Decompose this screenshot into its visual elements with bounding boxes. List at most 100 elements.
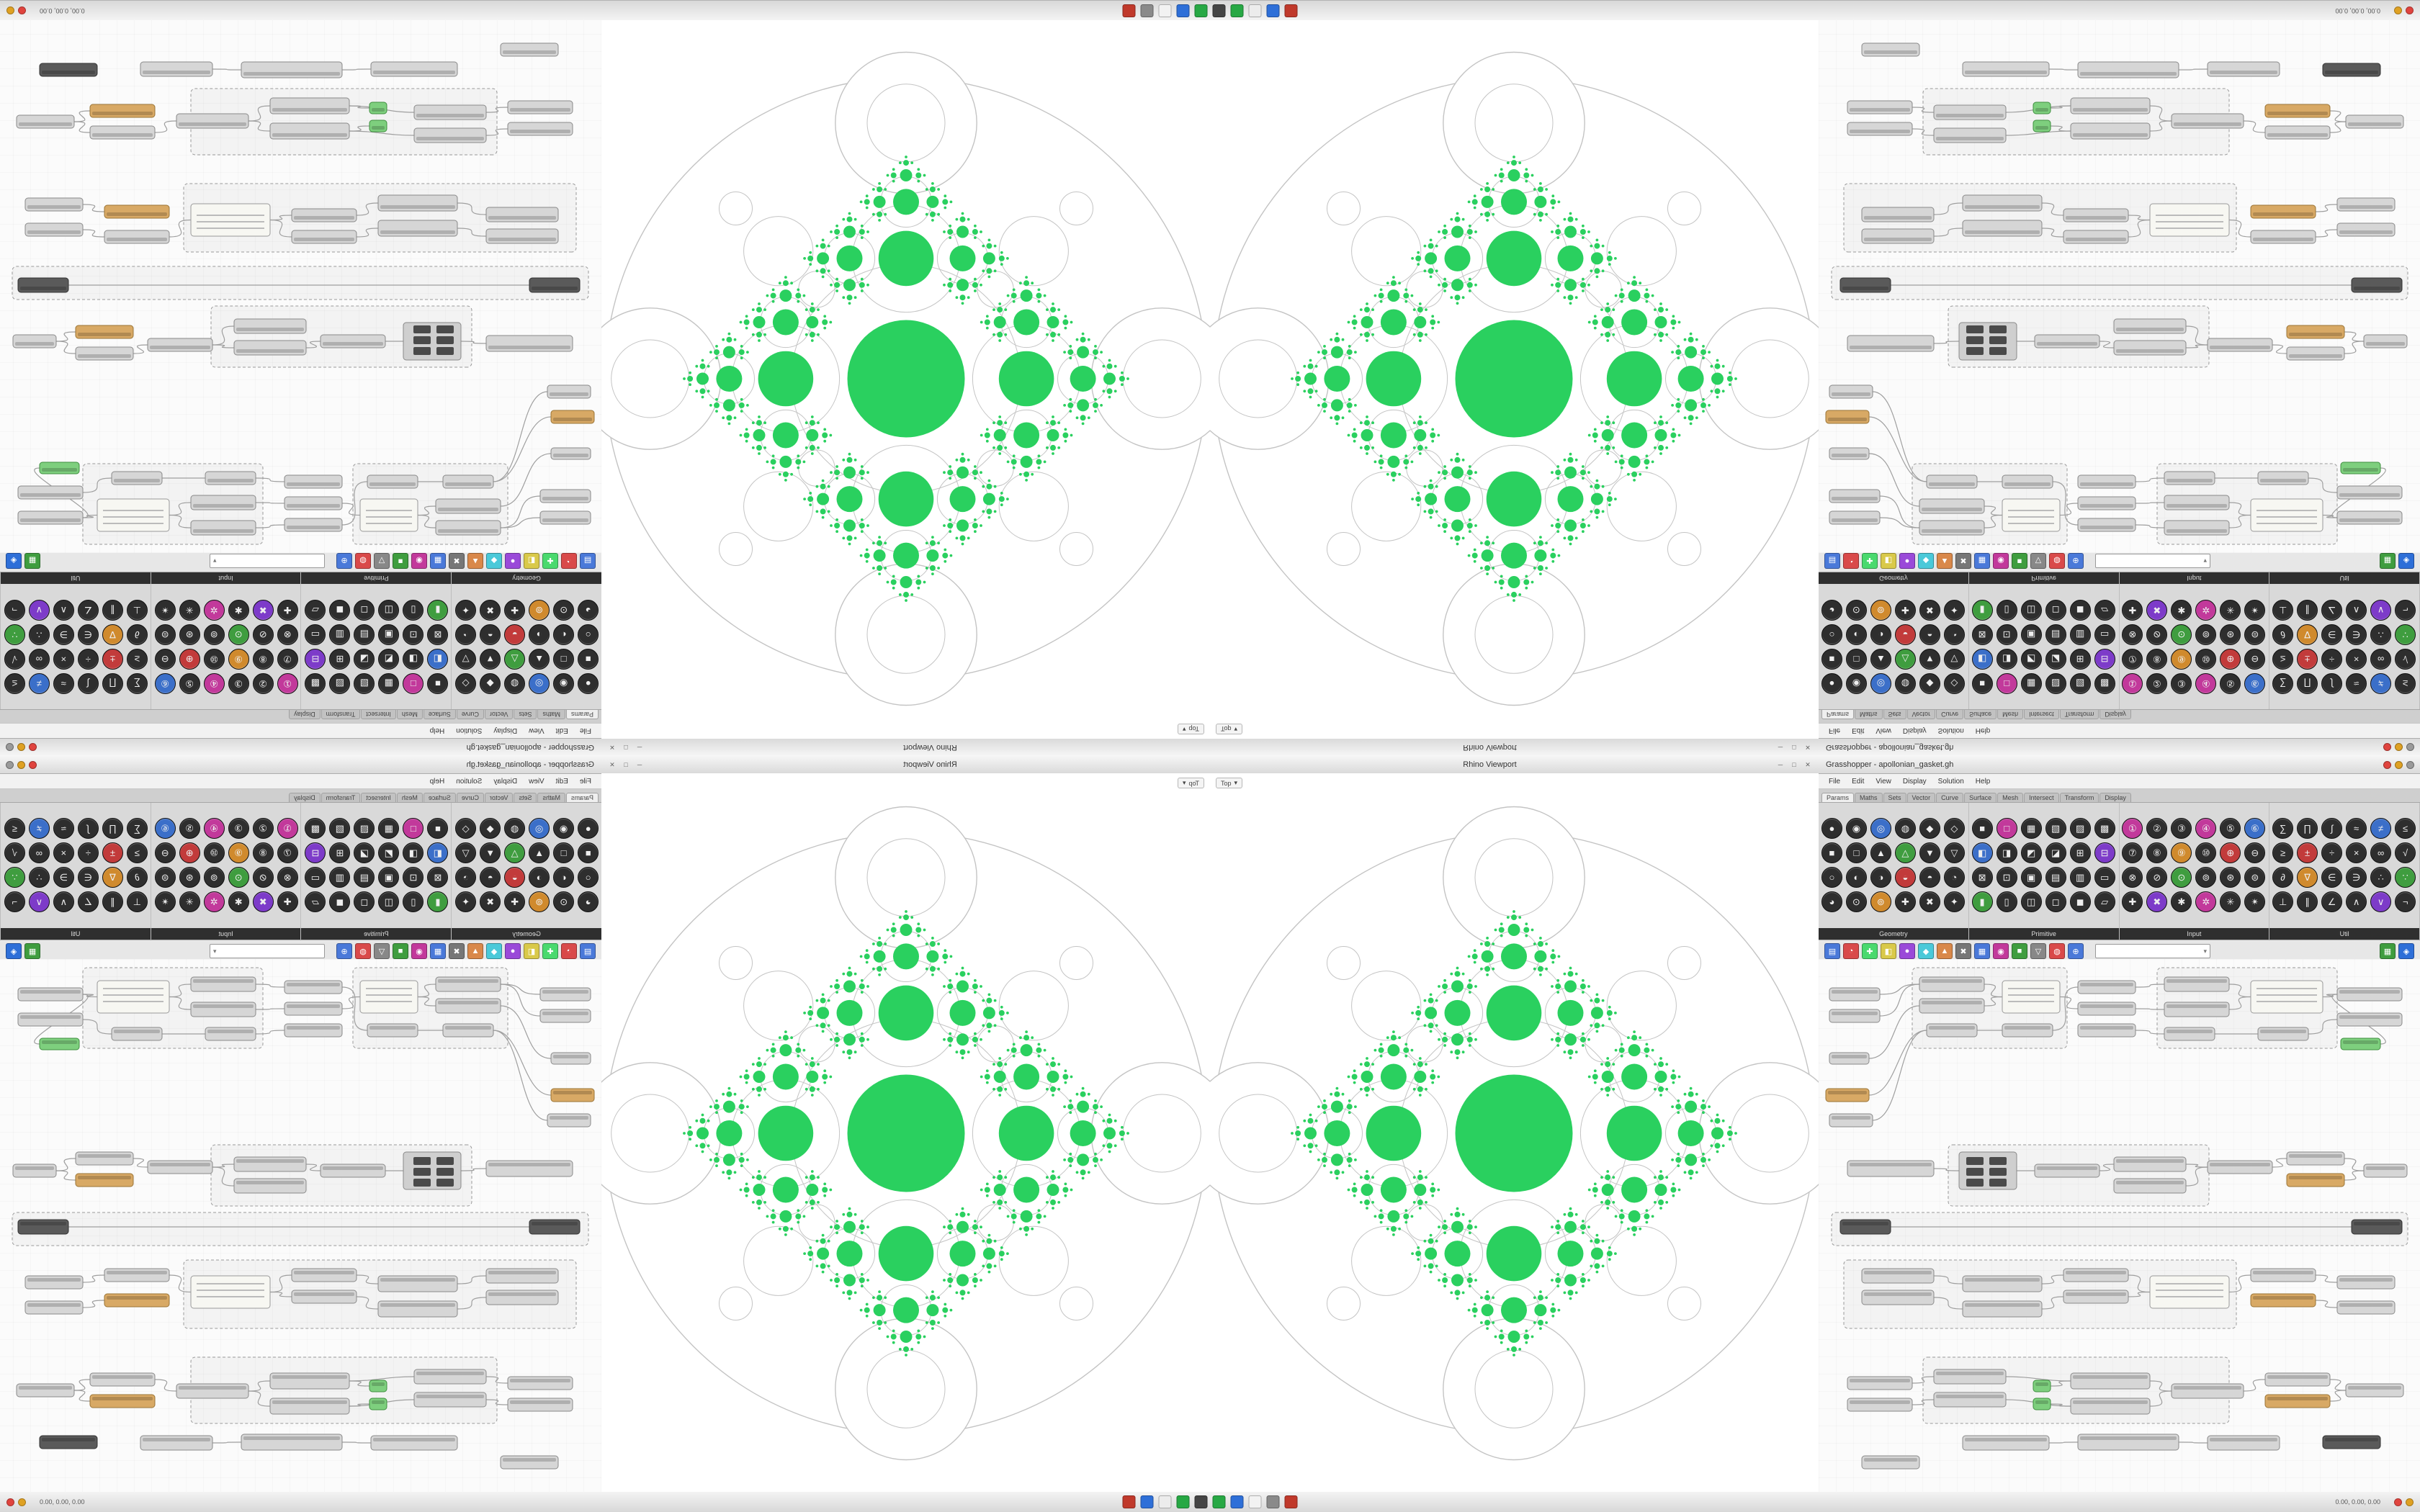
gh-node[interactable] — [1847, 335, 1935, 352]
gh-tab-display[interactable]: Display — [2099, 793, 2131, 802]
gh-toolbar-icon[interactable]: ◆ — [486, 553, 502, 569]
gh-toolbar-icon[interactable]: ▲ — [467, 943, 483, 959]
gh-component-icon[interactable]: ∨ — [28, 891, 50, 912]
gh-component-icon[interactable]: ∫ — [77, 818, 99, 839]
gh-node[interactable] — [2063, 1268, 2129, 1282]
gh-node[interactable] — [1933, 104, 2007, 120]
gh-group[interactable] — [183, 1259, 577, 1329]
gh-node[interactable] — [1861, 1290, 1935, 1305]
gh-component-icon[interactable]: ◔ — [1943, 867, 1965, 888]
gh-node[interactable] — [284, 518, 343, 532]
gh-node[interactable] — [2336, 485, 2403, 500]
gh-component-icon[interactable]: ◫ — [2020, 600, 2042, 621]
gh-component-icon[interactable]: ∴ — [2370, 867, 2392, 888]
taskbar-app-icon-10[interactable] — [1284, 1495, 1298, 1508]
taskbar-app-icon-5[interactable] — [1212, 4, 1226, 17]
gh-component-icon[interactable]: ∧ — [2346, 600, 2367, 621]
gh-menu-solution[interactable]: Solution — [456, 777, 483, 786]
gh-component-icon[interactable]: ▤ — [2045, 624, 2066, 645]
gh-node[interactable] — [89, 1394, 156, 1408]
gh-node[interactable] — [547, 1113, 591, 1128]
gh-component-icon[interactable]: ◪ — [354, 649, 375, 670]
gh-component-icon[interactable]: ⊠ — [427, 624, 449, 645]
gh-tab-mesh[interactable]: Mesh — [1997, 793, 2024, 802]
gh-node[interactable] — [97, 980, 170, 1014]
gh-menu-display[interactable]: Display — [493, 777, 518, 786]
gh-component-icon[interactable]: ○ — [1821, 624, 1842, 645]
close-icon[interactable] — [29, 760, 37, 769]
gh-menu-display[interactable]: Display — [493, 726, 518, 735]
gh-component-icon[interactable]: ③ — [228, 673, 249, 694]
gh-component-icon[interactable]: ∋ — [2346, 624, 2367, 645]
gh-component-icon[interactable]: ◇ — [1943, 673, 1965, 694]
gh-component-icon[interactable]: ⊠ — [427, 867, 449, 888]
gh-node[interactable] — [2063, 230, 2129, 244]
gh-component-icon[interactable]: ◨ — [403, 649, 424, 670]
gh-component-icon[interactable]: ≤ — [2395, 673, 2416, 694]
gh-component-icon[interactable]: ◇ — [1943, 818, 1965, 839]
gh-component-icon[interactable]: ✖ — [2146, 891, 2168, 912]
gh-component-icon[interactable]: ✚ — [277, 891, 298, 912]
gh-node[interactable] — [485, 207, 559, 222]
gh-component-icon[interactable]: ≈ — [2346, 673, 2367, 694]
gh-component-icon[interactable]: ∴ — [28, 624, 50, 645]
gh-node[interactable] — [413, 1369, 487, 1385]
gh-component-icon[interactable]: ⊜ — [2244, 867, 2266, 888]
gh-component-icon[interactable]: ◕ — [578, 600, 599, 621]
gh-component-icon[interactable]: ◎ — [529, 818, 550, 839]
gh-node[interactable] — [2077, 61, 2179, 78]
gh-component-icon[interactable]: ▣ — [2020, 624, 2042, 645]
gh-node[interactable] — [2164, 1002, 2230, 1017]
gh-component-icon[interactable]: √ — [4, 649, 25, 670]
gh-node[interactable] — [111, 1027, 163, 1041]
gh-tab-params[interactable]: Params — [565, 710, 599, 719]
gh-component-icon[interactable]: ÷ — [77, 842, 99, 863]
gh-toolbar-action-button[interactable]: ◈ — [6, 553, 22, 569]
gh-tab-surface[interactable]: Surface — [1964, 710, 1997, 719]
gh-node[interactable] — [1861, 42, 1920, 57]
gh-tab-display[interactable]: Display — [2099, 710, 2131, 719]
gh-component-icon[interactable]: ◆ — [1919, 673, 1940, 694]
gh-component-icon[interactable]: ◩ — [378, 649, 400, 670]
gh-component-icon[interactable]: ◨ — [1996, 842, 2017, 863]
gh-component-icon[interactable]: × — [2346, 842, 2367, 863]
gh-component-icon[interactable]: ◐ — [553, 624, 575, 645]
taskbar-app-icon-6[interactable] — [1194, 4, 1208, 17]
gh-component-icon[interactable]: ◼ — [2069, 891, 2091, 912]
gh-toolbar-icon[interactable]: ◉ — [1993, 553, 2009, 569]
gh-component-icon[interactable]: ▯ — [1996, 600, 2017, 621]
gh-toolbar-icon[interactable]: ■ — [393, 553, 408, 569]
gh-component-icon[interactable]: ✴ — [154, 600, 176, 621]
gh-component-icon[interactable]: ◓ — [1919, 624, 1940, 645]
gh-component-icon[interactable]: ⊛ — [2220, 624, 2241, 645]
gh-node[interactable] — [2113, 340, 2187, 356]
gh-tab-curve[interactable]: Curve — [456, 793, 484, 802]
gh-component-icon[interactable]: ∞ — [2370, 842, 2392, 863]
gh-node[interactable] — [24, 1300, 84, 1315]
gh-menu-file[interactable]: File — [579, 726, 591, 735]
gh-node[interactable] — [1861, 207, 1935, 222]
gh-node[interactable] — [190, 1002, 256, 1017]
gh-node[interactable] — [2171, 113, 2244, 129]
gh-toolbar-icon[interactable]: ◔ — [1843, 943, 1859, 959]
gh-node[interactable] — [547, 384, 591, 399]
gh-node[interactable] — [369, 120, 387, 132]
gh-component-icon[interactable]: ◫ — [378, 891, 400, 912]
gh-component-icon[interactable]: ▱ — [305, 891, 326, 912]
gh-toolbar-icon[interactable]: ◔ — [561, 553, 577, 569]
gh-menu-solution[interactable]: Solution — [456, 726, 483, 735]
close-icon[interactable] — [2383, 760, 2391, 769]
gh-menu-view[interactable]: View — [1876, 777, 1891, 786]
gh-canvas[interactable] — [1819, 959, 2420, 1492]
gh-tab-vector[interactable]: Vector — [1906, 793, 1936, 802]
gh-component-icon[interactable]: ⑩ — [2195, 842, 2217, 863]
gh-component-icon[interactable]: ④ — [2195, 673, 2217, 694]
gh-node[interactable] — [2264, 1372, 2331, 1387]
gh-component-icon[interactable]: ◕ — [1821, 891, 1842, 912]
taskbar-app-icon-7[interactable] — [1230, 1495, 1244, 1508]
gh-node[interactable] — [16, 114, 75, 129]
gh-component-icon[interactable]: ≤ — [4, 818, 25, 839]
gh-component-icon[interactable]: ■ — [427, 818, 449, 839]
gh-component-icon[interactable]: ▯ — [1996, 891, 2017, 912]
gh-menu-edit[interactable]: Edit — [1852, 726, 1865, 735]
